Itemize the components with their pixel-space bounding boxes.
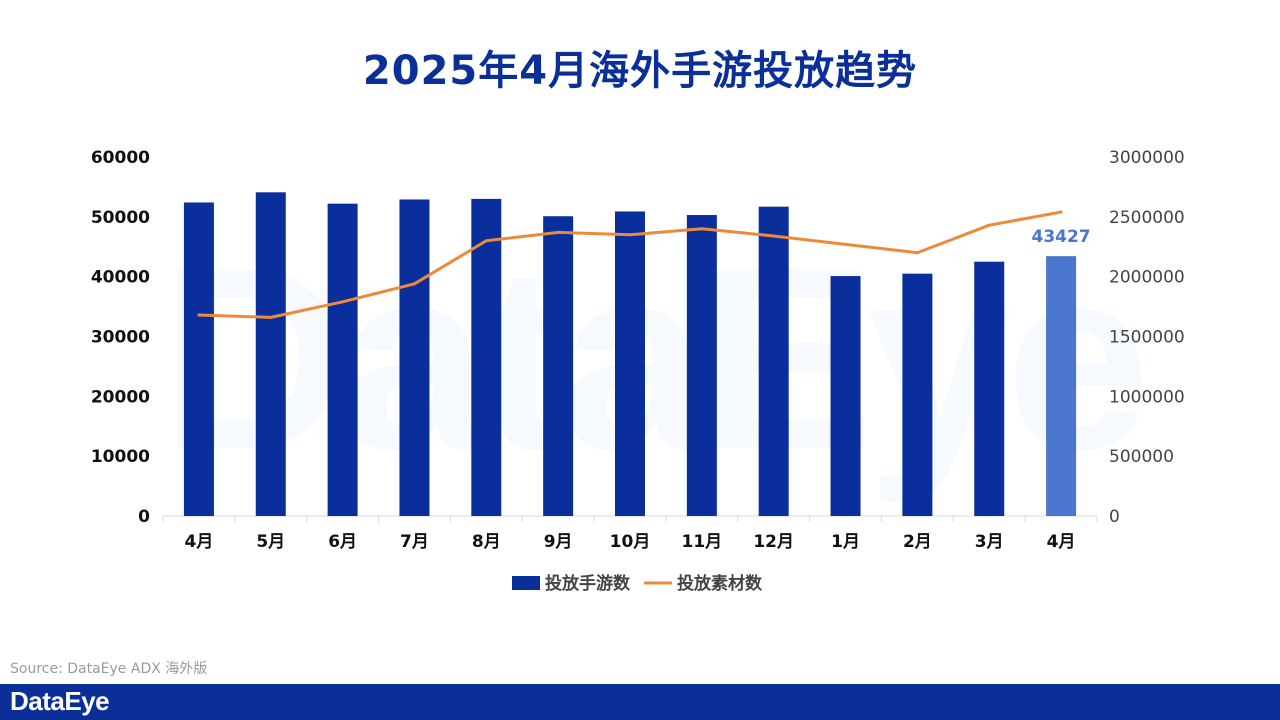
bar [327,203,358,517]
bar [615,211,645,516]
x-tick-label: 4月 [1047,532,1076,552]
line-point [269,315,273,319]
data-label: 43427 [1031,227,1090,247]
x-tick-label: 5月 [256,532,285,552]
chart: 0 10000 20000 30000 40000 50000 60000 0 500000 1… [91,148,1185,594]
bar [758,206,789,516]
bar [830,276,861,516]
right-axis: 0 500000 1000000 1500000 2000000 2500000 30000… [1109,148,1185,527]
line-point [484,239,488,243]
x-tick-label: 2月 [903,532,932,552]
right-tick-label: 1500000 [1109,328,1185,348]
data-labels: 43427 [1031,227,1090,247]
right-tick-label: 2000000 [1109,268,1185,288]
right-tick-label: 2500000 [1109,208,1185,228]
left-tick-label: 30000 [91,328,150,348]
legend-swatch-bar [512,576,540,590]
bar [471,198,502,516]
page-title: 2025年4月海外手游投放趋势 [362,48,918,94]
line-point [700,227,704,231]
bar [902,273,933,516]
left-tick-label: 40000 [91,268,150,288]
bar [255,192,286,516]
x-tick-label: 12月 [753,532,794,552]
bar [399,199,430,516]
line-series [197,210,1063,319]
x-tick-label: 1月 [831,532,860,552]
right-tick-label: 0 [1109,507,1120,527]
bar [543,216,574,517]
left-tick-label: 0 [138,507,150,527]
brand-logo: DataEye [10,686,110,716]
x-tick-label: 11月 [682,532,723,552]
left-tick-label: 50000 [91,208,150,228]
line-point [987,223,991,227]
x-tick-label: 10月 [610,532,651,552]
left-tick-label: 10000 [91,447,150,467]
legend: 投放手游数 投放素材数 [512,573,763,594]
bar [1046,256,1077,516]
line-point [772,234,776,238]
footer-bar: DataEye [0,684,1280,720]
line-point [844,242,848,246]
legend-label-bar: 投放手游数 [545,573,631,594]
right-tick-label: 500000 [1109,447,1174,467]
line-point [341,300,345,304]
left-tick-label: 20000 [91,387,150,407]
x-tick-label: 3月 [975,532,1004,552]
x-tick-label: 9月 [544,532,573,552]
right-tick-label: 3000000 [1109,148,1185,168]
right-tick-label: 1000000 [1109,387,1185,407]
line-point [412,282,416,286]
line-point [1059,210,1063,214]
x-tick-label: 6月 [328,532,357,552]
bar-series [183,192,1077,517]
line-point [628,233,632,237]
left-tick-label: 60000 [91,148,150,168]
bar [183,202,214,516]
line-point [556,230,560,234]
bar [974,261,1005,516]
source-note: Source: DataEye ADX 海外版 [10,661,208,677]
line-point [915,251,919,255]
x-axis: 4月 5月 6月 7月 8月 9月 10月 11月 12月 1月 2月 3月 4月 [162,515,1098,552]
legend-label-line: 投放素材数 [677,573,763,594]
bar [686,215,717,516]
x-tick-label: 8月 [472,532,501,552]
x-tick-label: 4月 [185,532,214,552]
left-axis: 0 10000 20000 30000 40000 50000 60000 [91,148,150,527]
x-tick-label: 7月 [400,532,429,552]
line-point [197,313,201,317]
